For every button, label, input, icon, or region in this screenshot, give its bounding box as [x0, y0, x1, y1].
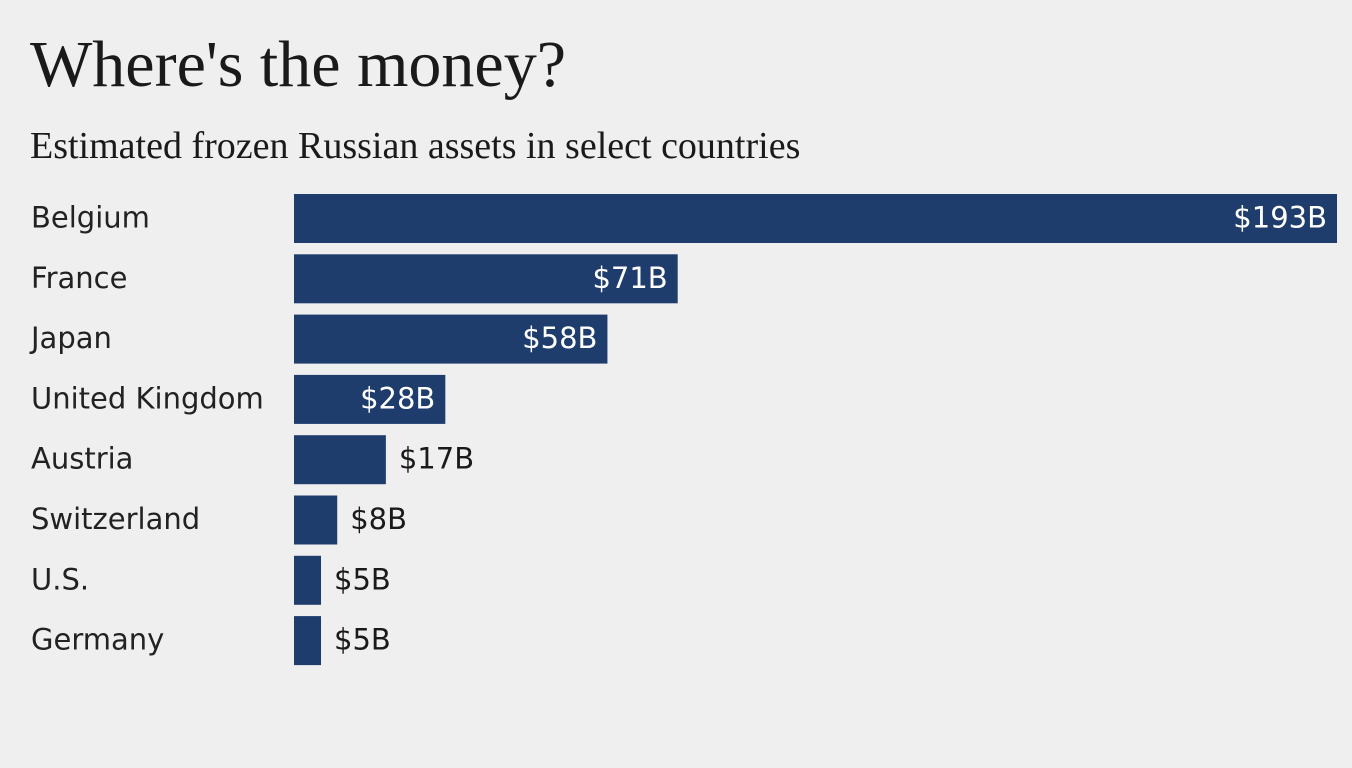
category-label: Switzerland [31, 502, 200, 536]
bar [294, 616, 322, 666]
category-label: U.S. [31, 562, 89, 596]
category-label: France [31, 261, 127, 295]
value-label: $71B [592, 261, 667, 295]
category-label: Japan [29, 321, 112, 355]
value-label: $28B [360, 381, 435, 415]
value-label: $5B [334, 623, 391, 657]
bar [294, 314, 608, 364]
value-label: $5B [334, 562, 391, 596]
bar [294, 374, 446, 424]
bar [294, 555, 322, 605]
value-label: $58B [522, 321, 597, 355]
bar [294, 435, 386, 485]
value-label: $8B [350, 502, 407, 536]
value-label: $17B [399, 442, 474, 476]
chart-subtitle: Estimated frozen Russian assets in selec… [30, 125, 800, 167]
category-label: Germany [31, 623, 164, 657]
chart-title: Where's the money? [30, 28, 566, 101]
bar [294, 194, 1337, 243]
value-label: $193B [1233, 201, 1327, 235]
bar [294, 254, 678, 304]
bar [294, 495, 338, 545]
category-label: United Kingdom [31, 381, 264, 415]
category-label: Belgium [31, 201, 150, 235]
category-label: Austria [31, 442, 133, 476]
